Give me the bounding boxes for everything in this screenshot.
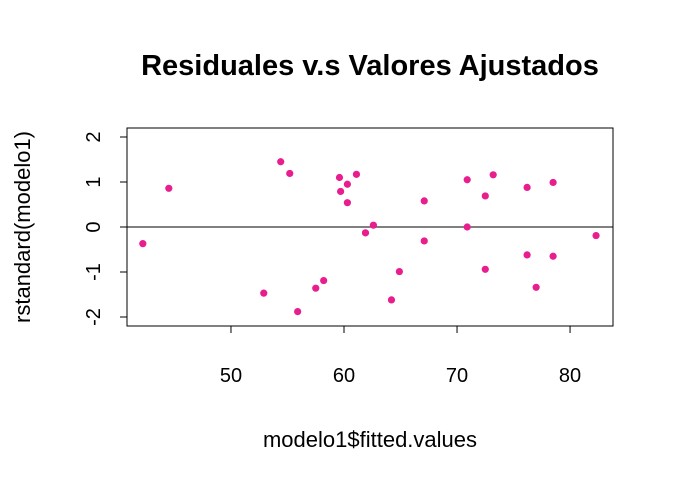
y-axis-label: rstandard(modelo1) (10, 131, 35, 323)
chart-title: Residuales v.s Valores Ajustados (141, 50, 599, 82)
data-point (523, 251, 531, 259)
y-tick-label: -1 (83, 263, 105, 281)
data-point (286, 169, 294, 178)
data-point (463, 223, 471, 231)
data-point (139, 240, 147, 248)
data-point (523, 183, 531, 191)
data-point (352, 170, 361, 178)
data-point (320, 276, 328, 285)
data-point (549, 252, 557, 260)
data-point (481, 265, 489, 273)
data-point (312, 284, 320, 292)
data-point (549, 178, 557, 187)
x-axis: 50 60 70 80 (220, 325, 581, 387)
data-point (481, 192, 489, 200)
y-tick-label: -2 (83, 308, 105, 326)
data-point (369, 221, 377, 229)
data-point (343, 199, 351, 207)
y-axis: -2 -1 0 1 2 (83, 131, 128, 326)
x-tick-label: 80 (559, 365, 581, 387)
data-point (361, 229, 370, 237)
x-tick-label: 70 (446, 365, 468, 387)
data-point (335, 173, 344, 182)
x-axis-label: modelo1$fitted.values (263, 427, 477, 452)
data-point (343, 180, 351, 188)
data-point (463, 176, 471, 184)
data-point (165, 184, 173, 192)
data-point (420, 197, 428, 205)
data-point (532, 283, 540, 291)
data-point (294, 308, 302, 316)
data-points (139, 158, 600, 316)
y-tick-label: 0 (83, 221, 105, 232)
data-point (489, 171, 497, 179)
y-tick-label: 1 (83, 176, 105, 187)
y-tick-label: 2 (83, 131, 105, 142)
data-point (592, 231, 600, 240)
data-point (260, 289, 268, 297)
data-point (277, 158, 285, 166)
data-point (387, 296, 396, 304)
data-point (420, 237, 428, 245)
data-point (395, 267, 403, 276)
x-tick-label: 50 (220, 365, 242, 387)
x-tick-label: 60 (333, 365, 355, 387)
data-point (337, 187, 345, 196)
